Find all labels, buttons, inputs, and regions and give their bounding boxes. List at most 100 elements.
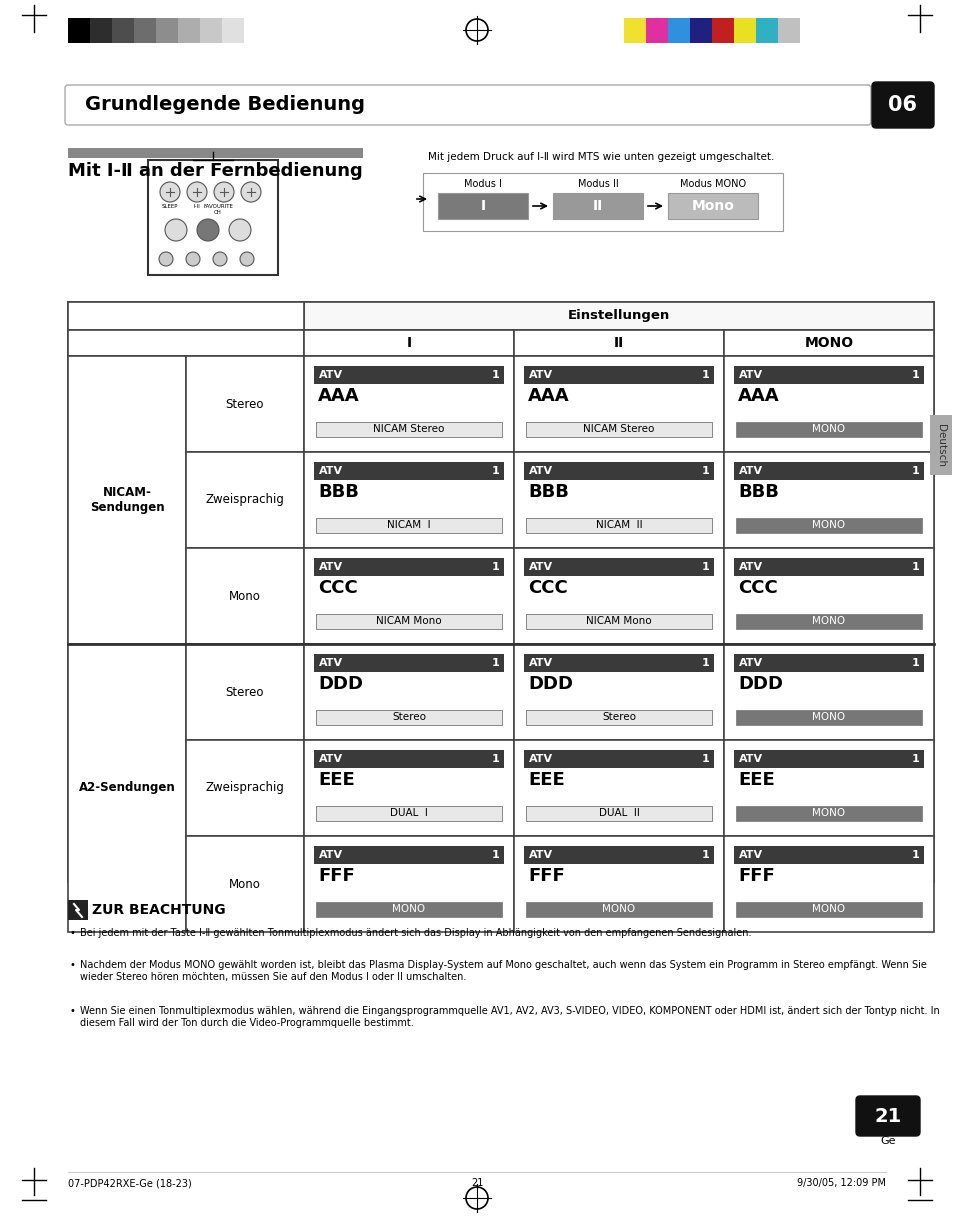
Bar <box>314 654 503 672</box>
Text: ATV: ATV <box>318 466 343 476</box>
Bar <box>735 709 921 725</box>
Bar <box>68 643 186 932</box>
Bar <box>514 740 723 836</box>
Text: ATV: ATV <box>739 658 762 668</box>
Text: •: • <box>70 960 76 969</box>
Text: 1: 1 <box>910 466 918 476</box>
Bar <box>755 18 778 43</box>
FancyBboxPatch shape <box>871 82 933 128</box>
Text: A2-Sendungen: A2-Sendungen <box>78 781 175 795</box>
Bar <box>723 357 933 452</box>
Bar <box>200 18 222 43</box>
Text: ATV: ATV <box>318 370 343 380</box>
Bar <box>68 148 363 158</box>
Text: FFF: FFF <box>738 867 774 885</box>
Text: ATV: ATV <box>529 755 553 764</box>
Text: ZUR BEACHTUNG: ZUR BEACHTUNG <box>91 904 226 917</box>
Text: Stereo: Stereo <box>226 685 264 698</box>
Bar <box>525 806 711 821</box>
Bar <box>68 18 90 43</box>
Text: Modus II: Modus II <box>577 179 618 189</box>
Bar <box>723 740 933 836</box>
Text: NICAM Stereo: NICAM Stereo <box>373 425 444 435</box>
Text: DDD: DDD <box>738 675 782 694</box>
Bar <box>304 643 514 740</box>
Text: BBB: BBB <box>527 484 568 501</box>
Text: 07-PDP42RXE-Ge (18-23): 07-PDP42RXE-Ge (18-23) <box>68 1178 192 1188</box>
Text: MONO: MONO <box>812 808 844 818</box>
Circle shape <box>213 252 227 266</box>
Text: II: II <box>613 336 623 350</box>
Text: 06: 06 <box>887 95 917 115</box>
Bar <box>645 18 667 43</box>
Text: II: II <box>592 199 602 212</box>
Bar <box>156 18 178 43</box>
Bar <box>523 654 713 672</box>
Text: 1: 1 <box>700 466 708 476</box>
Text: FFF: FFF <box>527 867 564 885</box>
Circle shape <box>165 219 187 241</box>
Text: ATV: ATV <box>318 755 343 764</box>
Text: •: • <box>70 928 76 938</box>
Bar <box>723 836 933 932</box>
Bar <box>735 902 921 917</box>
Text: EEE: EEE <box>738 770 774 789</box>
Bar <box>514 643 723 740</box>
Bar <box>735 422 921 437</box>
Bar <box>514 548 723 643</box>
Text: ATV: ATV <box>529 562 553 571</box>
Bar <box>553 193 642 219</box>
Text: FAVOURITE
CH: FAVOURITE CH <box>203 204 233 215</box>
Text: ATV: ATV <box>529 370 553 380</box>
Text: 1: 1 <box>700 562 708 571</box>
Text: MONO: MONO <box>392 905 425 915</box>
Bar <box>186 740 304 836</box>
Text: Nachdem der Modus MONO gewählt worden ist, bleibt das Plasma Display-System auf : Nachdem der Modus MONO gewählt worden is… <box>80 960 926 982</box>
Text: FFF: FFF <box>317 867 355 885</box>
Text: CCC: CCC <box>738 579 777 597</box>
Text: MONO: MONO <box>812 713 844 723</box>
Bar <box>733 462 923 480</box>
Text: MONO: MONO <box>601 905 635 915</box>
Text: ATV: ATV <box>318 658 343 668</box>
Text: ATV: ATV <box>529 850 553 860</box>
Text: 1: 1 <box>910 562 918 571</box>
Text: ATV: ATV <box>739 562 762 571</box>
Text: Stereo: Stereo <box>392 713 426 723</box>
Bar <box>90 18 112 43</box>
Text: 1: 1 <box>491 658 498 668</box>
Text: BBB: BBB <box>317 484 358 501</box>
Circle shape <box>186 252 200 266</box>
Bar <box>68 302 933 882</box>
Bar <box>733 750 923 768</box>
Bar <box>735 614 921 629</box>
Bar <box>222 18 244 43</box>
Bar <box>523 366 713 383</box>
Bar <box>523 462 713 480</box>
Text: DDD: DDD <box>317 675 363 694</box>
Text: NICAM Stereo: NICAM Stereo <box>582 425 654 435</box>
Bar <box>525 614 711 629</box>
Bar <box>315 806 501 821</box>
Text: MONO: MONO <box>803 336 853 350</box>
Bar <box>437 193 527 219</box>
Bar <box>733 18 755 43</box>
Circle shape <box>229 219 251 241</box>
Bar <box>186 452 304 548</box>
Bar <box>314 750 503 768</box>
Text: AAA: AAA <box>738 387 779 405</box>
Text: DUAL  I: DUAL I <box>390 808 428 818</box>
Text: SLEEP: SLEEP <box>162 204 178 209</box>
Bar <box>315 709 501 725</box>
Text: Modus I: Modus I <box>463 179 501 189</box>
Text: Deutsch: Deutsch <box>935 424 945 466</box>
Bar <box>514 836 723 932</box>
Text: MONO: MONO <box>812 425 844 435</box>
Bar <box>733 654 923 672</box>
FancyBboxPatch shape <box>65 85 870 125</box>
Bar <box>68 302 304 330</box>
FancyBboxPatch shape <box>855 1096 919 1136</box>
Text: Mono: Mono <box>691 199 734 212</box>
Text: ATV: ATV <box>529 466 553 476</box>
Text: MONO: MONO <box>812 617 844 626</box>
